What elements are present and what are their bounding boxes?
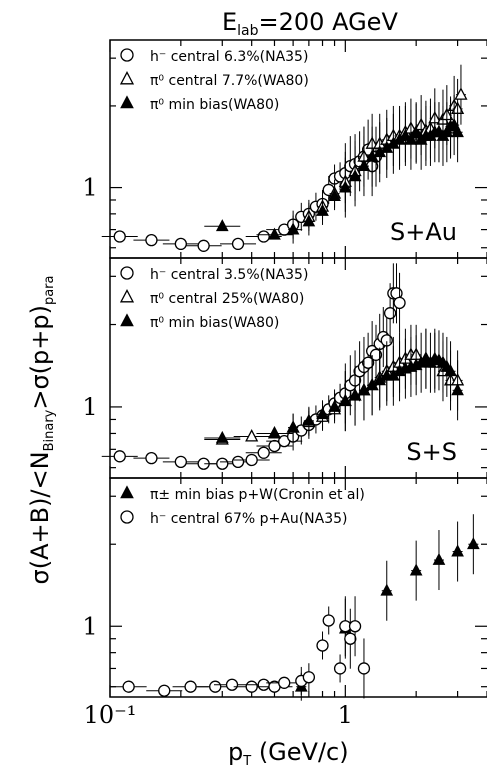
x-tick-label: 10⁻¹ bbox=[84, 701, 137, 729]
data-point bbox=[409, 126, 423, 139]
x-tick-label: 1 bbox=[338, 701, 353, 729]
data-point bbox=[215, 219, 229, 232]
x-axis-label: pT (GeV/c) bbox=[228, 738, 349, 769]
data-point bbox=[245, 429, 259, 442]
legend-entry: h⁻ central 67% p+Au(NA35) bbox=[150, 511, 347, 527]
data-point bbox=[338, 394, 352, 407]
data-point bbox=[361, 356, 375, 369]
panel-3: 1 10⁻¹ 1 π± min bias p+W(Cronin et al) h⁻ ce… bbox=[82, 477, 487, 729]
legend-entry: π± min bias p+W(Cronin et al) bbox=[150, 487, 365, 503]
data-point bbox=[119, 71, 135, 85]
data-point bbox=[344, 632, 357, 645]
data-point bbox=[333, 662, 347, 675]
data-point bbox=[231, 455, 245, 469]
panel-label: S+Au bbox=[390, 218, 457, 246]
data-point bbox=[451, 544, 464, 557]
panel-1: 1 S+Au h⁻ central 6.3%(NA35) π⁰ central 7.7… bbox=[82, 39, 487, 259]
data-point bbox=[357, 662, 371, 675]
data-point bbox=[174, 455, 187, 469]
data-point bbox=[268, 439, 281, 453]
data-point bbox=[357, 158, 371, 171]
data-point bbox=[231, 237, 245, 251]
data-point bbox=[145, 233, 158, 247]
data-point bbox=[432, 552, 446, 565]
panel-label: S+S bbox=[406, 438, 457, 466]
data-point bbox=[348, 388, 362, 401]
data-point bbox=[268, 227, 281, 240]
data-point bbox=[257, 446, 270, 459]
y-tick-label: 1 bbox=[82, 612, 97, 640]
data-point bbox=[302, 214, 316, 227]
data-point bbox=[316, 407, 329, 420]
data-point bbox=[174, 237, 187, 251]
data-point bbox=[444, 364, 457, 377]
data-point bbox=[404, 132, 418, 145]
data-point bbox=[322, 614, 335, 627]
data-point bbox=[316, 203, 329, 216]
data-point bbox=[216, 457, 229, 470]
data-point bbox=[383, 307, 397, 320]
data-point bbox=[120, 266, 134, 280]
data-point bbox=[380, 583, 394, 596]
data-point bbox=[158, 684, 171, 697]
data-point bbox=[120, 485, 134, 499]
data-point bbox=[197, 239, 210, 252]
y-tick-label: 1 bbox=[82, 174, 97, 202]
data-point bbox=[316, 639, 329, 652]
data-point bbox=[451, 125, 464, 138]
data-point bbox=[122, 680, 135, 693]
data-point bbox=[328, 399, 341, 412]
legend-entry: π⁰ min bias(WA80) bbox=[150, 315, 279, 331]
data-point bbox=[145, 451, 158, 465]
data-point bbox=[225, 678, 239, 691]
data-point bbox=[286, 420, 300, 433]
legend-entry: h⁻ central 6.3%(NA35) bbox=[150, 49, 308, 65]
y-tick-label: 1 bbox=[82, 393, 97, 421]
data-point bbox=[120, 95, 134, 109]
data-point bbox=[451, 383, 464, 396]
data-point bbox=[302, 671, 316, 684]
data-point bbox=[454, 87, 468, 100]
legend-entry: h⁻ central 3.5%(NA35) bbox=[150, 267, 308, 283]
data-point bbox=[268, 426, 281, 439]
data-point bbox=[120, 313, 134, 327]
legend-entry: π⁰ min bias(WA80) bbox=[150, 97, 279, 113]
legend-entry: π⁰ central 7.7%(WA80) bbox=[150, 73, 309, 89]
data-point bbox=[348, 620, 362, 633]
data-point bbox=[215, 430, 229, 443]
data-point bbox=[369, 348, 383, 361]
data-point bbox=[393, 296, 406, 310]
data-point bbox=[467, 537, 480, 550]
data-point bbox=[440, 125, 454, 138]
chart-title: Elab=200 AGeV bbox=[222, 8, 398, 39]
data-point bbox=[278, 676, 291, 689]
data-point bbox=[328, 189, 341, 202]
panel-2: 1 S+S h⁻ central 3.5%(NA35) π⁰ central 25%(… bbox=[82, 257, 487, 479]
data-point bbox=[286, 222, 300, 235]
data-point bbox=[348, 169, 362, 182]
legend-entry: π⁰ central 25%(WA80) bbox=[150, 291, 304, 307]
data-point bbox=[257, 230, 270, 243]
data-point bbox=[120, 48, 134, 62]
data-point bbox=[257, 678, 270, 691]
data-point bbox=[113, 230, 126, 243]
y-axis-label: σ(A+B)/<NBinary>σ(p+p)para bbox=[26, 275, 57, 584]
data-point bbox=[113, 450, 126, 463]
data-point bbox=[302, 413, 316, 426]
data-point bbox=[184, 680, 197, 693]
data-point bbox=[119, 289, 135, 303]
data-point bbox=[399, 128, 412, 141]
data-point bbox=[245, 680, 258, 693]
data-point bbox=[245, 453, 258, 467]
data-point bbox=[409, 563, 423, 576]
data-point bbox=[209, 680, 222, 693]
data-point bbox=[120, 510, 134, 524]
panels: 1 S+Au h⁻ central 6.3%(NA35) π⁰ central 7.7… bbox=[82, 39, 487, 729]
panel-frame bbox=[109, 477, 487, 698]
data-point bbox=[338, 180, 352, 193]
